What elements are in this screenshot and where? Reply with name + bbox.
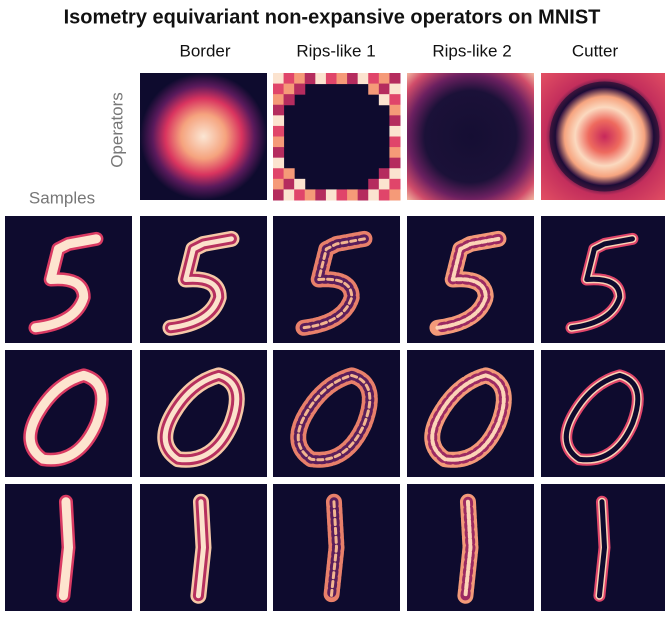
digit-stroke xyxy=(195,499,207,599)
operator-pixel xyxy=(389,104,401,116)
digit-stroke xyxy=(329,500,338,598)
operator-image xyxy=(541,73,665,200)
digit xyxy=(593,495,611,602)
operator-pixel xyxy=(389,189,401,201)
operator-pixel xyxy=(273,178,285,190)
operator-pixel xyxy=(283,73,295,85)
operator-pixel xyxy=(283,83,295,95)
digit xyxy=(28,231,104,335)
digit-stroke xyxy=(25,370,107,465)
digit xyxy=(56,494,76,603)
operator-pixel xyxy=(273,136,285,148)
operator-pixel xyxy=(368,73,380,85)
digit xyxy=(424,367,512,468)
digit xyxy=(157,367,245,468)
operator-pixel xyxy=(283,189,295,201)
digit xyxy=(565,232,639,334)
operator-pixel xyxy=(368,189,380,201)
operator-pixel xyxy=(273,115,285,127)
operator-pixel xyxy=(389,125,401,137)
operator-pixel xyxy=(273,189,285,201)
operator-pixel xyxy=(368,178,380,190)
operator-pixel xyxy=(273,157,285,169)
operator-pixel xyxy=(283,168,295,180)
operator-pixel xyxy=(273,83,285,95)
operator-pixel xyxy=(378,83,390,95)
operator-pixel xyxy=(389,168,401,180)
operator-pixel xyxy=(336,73,348,85)
digit xyxy=(429,230,507,336)
digit-stroke xyxy=(58,497,73,601)
digit xyxy=(162,230,240,336)
operator-pixel xyxy=(273,73,285,85)
operator-pixel xyxy=(378,178,390,190)
column-label: Rips-like 1 xyxy=(296,41,375,60)
operator-pixel xyxy=(389,115,401,127)
operator-pixel xyxy=(325,73,337,85)
title: Isometry equivariant non-expansive opera… xyxy=(64,6,601,28)
digit xyxy=(323,493,345,604)
digit xyxy=(295,230,373,336)
digit-stroke xyxy=(563,372,641,463)
operator-pixel xyxy=(389,94,401,106)
operator-pixel xyxy=(347,73,359,85)
column-label: Samples xyxy=(29,188,95,207)
operator-pixel xyxy=(273,168,285,180)
column-label: Border xyxy=(179,41,230,60)
operator-pixel xyxy=(336,189,348,201)
digit-stroke xyxy=(435,236,501,330)
operator-pixel xyxy=(368,83,380,95)
operator-pixel xyxy=(378,94,390,106)
operator-pixel xyxy=(378,189,390,201)
operator-pixel xyxy=(283,94,295,106)
operator-ring xyxy=(549,81,660,192)
digit-stroke xyxy=(30,234,101,333)
operator-pixel xyxy=(389,83,401,95)
operator-pixel xyxy=(304,73,316,85)
operator-pixel xyxy=(357,189,369,201)
image-grid xyxy=(5,73,665,611)
digit-stroke xyxy=(463,499,473,598)
digit-stroke xyxy=(167,236,234,331)
operator-pixel xyxy=(315,73,327,85)
digit xyxy=(23,368,109,467)
operator-pixel xyxy=(389,147,401,159)
column-label: Rips-like 2 xyxy=(432,41,511,60)
operator-pixel xyxy=(389,178,401,190)
digit xyxy=(457,493,479,604)
operator-pixel xyxy=(389,157,401,169)
operator-pixel xyxy=(357,73,369,85)
operator-pixel xyxy=(325,189,337,201)
operator-pixel xyxy=(273,104,285,116)
digit xyxy=(560,369,644,466)
digit xyxy=(190,493,212,604)
digit-stroke xyxy=(568,236,635,331)
operator-pixel xyxy=(389,73,401,85)
operator-pixel xyxy=(273,94,285,106)
operator-pixel xyxy=(304,189,316,201)
row-label: Operators xyxy=(107,92,126,168)
digit xyxy=(290,367,378,468)
operator-pixel xyxy=(347,189,359,201)
operator-pixel xyxy=(283,178,295,190)
digit-stroke xyxy=(296,373,372,462)
operator-pixel xyxy=(294,178,306,190)
operator-image xyxy=(140,73,267,200)
operator-pixel xyxy=(294,83,306,95)
digit-stroke xyxy=(162,372,240,463)
digit-stroke xyxy=(430,373,506,462)
operator-pixel xyxy=(389,136,401,148)
operator-pixel xyxy=(378,73,390,85)
operator-pixel xyxy=(273,125,285,137)
operator-pixel xyxy=(273,147,285,159)
operator-pixel xyxy=(315,189,327,201)
digit-stroke xyxy=(596,499,608,599)
digit-stroke xyxy=(301,237,366,330)
operator-pixel xyxy=(294,189,306,201)
operator-pixel xyxy=(378,168,390,180)
column-label: Cutter xyxy=(572,41,619,60)
operator-pixel xyxy=(294,73,306,85)
operator-image xyxy=(407,73,534,200)
